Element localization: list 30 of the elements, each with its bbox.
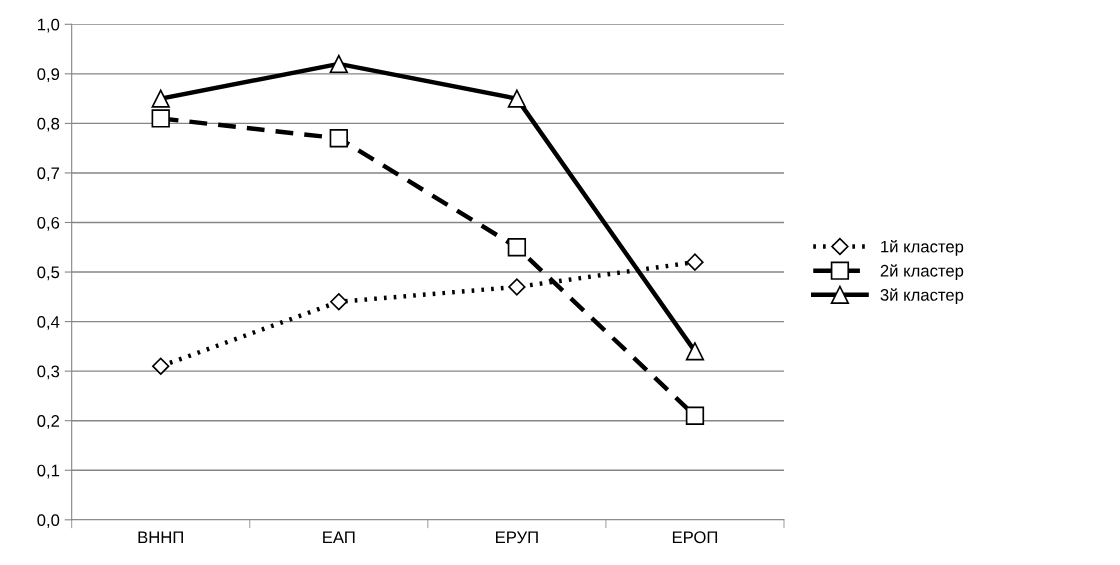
- legend-label: 3й кластер: [880, 288, 964, 305]
- point: [152, 357, 170, 375]
- point: [151, 89, 170, 108]
- y-tick-label: 0,5: [37, 266, 60, 281]
- point: [329, 129, 348, 148]
- x-tick-label: ЕАП: [323, 531, 355, 543]
- y-tick-label: 0,9: [37, 68, 60, 83]
- point: [507, 89, 527, 108]
- y-tick-label: 0,3: [37, 365, 60, 380]
- point: [508, 278, 526, 296]
- y-tick-label: 0,0: [37, 514, 60, 528]
- x-tick-label: ЕРОП: [672, 531, 718, 544]
- point: [685, 406, 705, 425]
- y-tick-label: 0,7: [37, 167, 60, 182]
- point: [151, 109, 170, 128]
- y-tick-label: 0,6: [37, 216, 60, 231]
- point: [507, 238, 527, 257]
- point: [686, 253, 704, 271]
- y-tick-label: 0,4: [37, 316, 60, 330]
- y-tick-label: 0,1: [37, 464, 60, 479]
- legend-label: 2й кластер: [880, 264, 964, 280]
- x-tick-label: ЕРУП: [496, 531, 538, 544]
- y-tick-label: 0,2: [37, 415, 60, 429]
- legend-label: 1й кластер: [881, 239, 964, 256]
- point: [330, 293, 348, 311]
- point: [685, 342, 705, 361]
- y-tick-label: 1,0: [37, 18, 60, 33]
- point: [329, 54, 348, 74]
- x-tick-label: ВННП: [138, 531, 183, 543]
- y-tick-label: 0,8: [37, 117, 60, 132]
